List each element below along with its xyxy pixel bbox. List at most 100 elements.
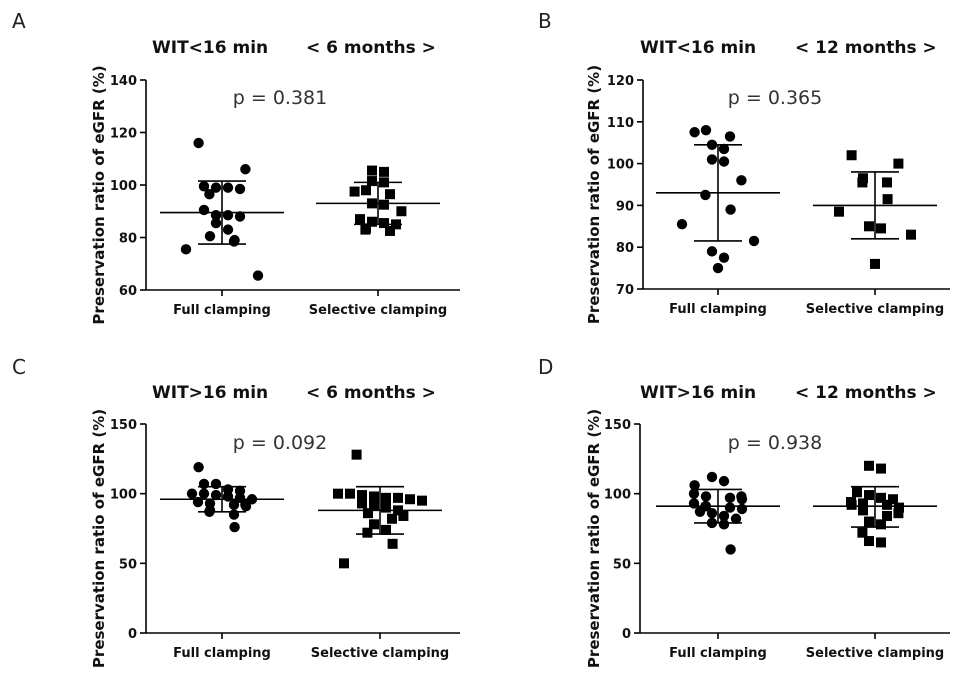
- data-point: [725, 544, 735, 554]
- data-point: [229, 236, 239, 246]
- data-point: [713, 263, 723, 273]
- y-tick-label: 100: [110, 488, 137, 503]
- data-point: [707, 246, 717, 256]
- data-point: [719, 252, 729, 262]
- data-point: [367, 166, 377, 176]
- data-point: [223, 491, 233, 501]
- data-point: [736, 175, 746, 185]
- data-point: [700, 190, 710, 200]
- data-point: [689, 498, 699, 508]
- panel-letter: B: [538, 9, 552, 33]
- panel-letter: A: [12, 9, 26, 33]
- panel-letter: C: [12, 355, 26, 379]
- y-tick-label: 90: [616, 199, 634, 214]
- data-point: [367, 176, 377, 186]
- y-tick-label: 120: [110, 127, 137, 142]
- data-point: [749, 236, 759, 246]
- data-point: [876, 464, 886, 474]
- data-point: [876, 537, 886, 547]
- y-tick-label: 70: [616, 283, 634, 298]
- panel-b: BWIT<16 min < 12 months >p = 0.365Preserv…: [538, 9, 950, 324]
- chart-subtitle: < 12 months >: [795, 38, 937, 58]
- data-point: [689, 127, 699, 137]
- data-point: [695, 507, 705, 517]
- data-point: [355, 214, 365, 224]
- y-tick-label: 50: [613, 557, 631, 572]
- data-point: [199, 488, 209, 498]
- p-value-annotation: p = 0.381: [233, 87, 327, 109]
- x-category-label: Full clamping: [669, 646, 767, 661]
- data-point: [360, 225, 370, 235]
- data-point: [229, 509, 239, 519]
- data-point: [193, 497, 203, 507]
- data-point: [204, 189, 214, 199]
- data-point: [235, 184, 245, 194]
- y-tick-label: 80: [616, 241, 634, 256]
- p-value-annotation: p = 0.365: [728, 87, 822, 109]
- data-point: [737, 504, 747, 514]
- data-point: [847, 150, 857, 160]
- series-selective-clamping: [316, 166, 440, 236]
- data-point: [193, 138, 203, 148]
- panel-a: A WIT<16 min < 6 months > p = 0.381 Preserva…: [12, 9, 460, 325]
- data-point: [707, 508, 717, 518]
- data-point: [725, 204, 735, 214]
- y-tick-label: 100: [607, 158, 634, 173]
- chart-title: WIT<16 min: [152, 38, 268, 58]
- chart-subtitle: < 6 months >: [306, 383, 436, 403]
- data-point: [393, 493, 403, 503]
- data-point: [870, 259, 880, 269]
- data-point: [864, 536, 874, 546]
- data-point: [381, 493, 391, 503]
- data-point: [205, 231, 215, 241]
- data-point: [352, 450, 362, 460]
- y-axis-label: Preservation ratio of eGFR (%): [90, 65, 108, 324]
- series-selective-clamping: [813, 150, 937, 269]
- data-point: [229, 522, 239, 532]
- data-point: [241, 501, 251, 511]
- p-value-annotation: p = 0.092: [233, 432, 327, 454]
- chart-title: WIT>16 min: [640, 383, 756, 403]
- data-point: [350, 187, 360, 197]
- data-point: [417, 496, 427, 506]
- data-point: [864, 517, 874, 527]
- panel-d: DWIT>16 min < 12 months >p = 0.938Preserv…: [538, 355, 950, 668]
- data-point: [240, 164, 250, 174]
- data-point: [864, 461, 874, 471]
- data-point: [379, 200, 389, 210]
- data-point: [223, 224, 233, 234]
- series-full-clamping: [160, 138, 284, 281]
- data-point: [857, 177, 867, 187]
- data-point: [211, 479, 221, 489]
- data-point: [882, 500, 892, 510]
- data-point: [253, 270, 263, 280]
- data-point: [737, 494, 747, 504]
- series-selective-clamping: [813, 461, 937, 548]
- panel-letter: D: [538, 355, 553, 379]
- data-point: [882, 177, 892, 187]
- data-point: [398, 511, 408, 521]
- data-point: [725, 493, 735, 503]
- x-category-label: Selective clamping: [311, 646, 449, 661]
- y-tick-label: 100: [604, 488, 631, 503]
- x-category-label: Selective clamping: [806, 302, 944, 317]
- data-point: [719, 476, 729, 486]
- data-point: [357, 498, 367, 508]
- y-tick-label: 110: [607, 116, 634, 131]
- data-point: [388, 539, 398, 549]
- data-point: [199, 205, 209, 215]
- data-point: [883, 194, 893, 204]
- data-point: [701, 125, 711, 135]
- data-point: [345, 489, 355, 499]
- y-tick-label: 140: [110, 74, 137, 89]
- data-point: [852, 487, 862, 497]
- panel-c: C WIT>16 min < 6 months > p = 0.092 Preserva…: [12, 355, 460, 668]
- y-axis-label: Preservation ratio of eGFR (%): [90, 409, 108, 668]
- x-category-label: Selective clamping: [309, 303, 447, 318]
- y-tick-label: 60: [119, 284, 137, 299]
- x-category-label: Full clamping: [173, 646, 271, 661]
- y-tick-label: 120: [607, 74, 634, 89]
- data-point: [362, 528, 372, 538]
- x-category-label: Full clamping: [173, 303, 271, 318]
